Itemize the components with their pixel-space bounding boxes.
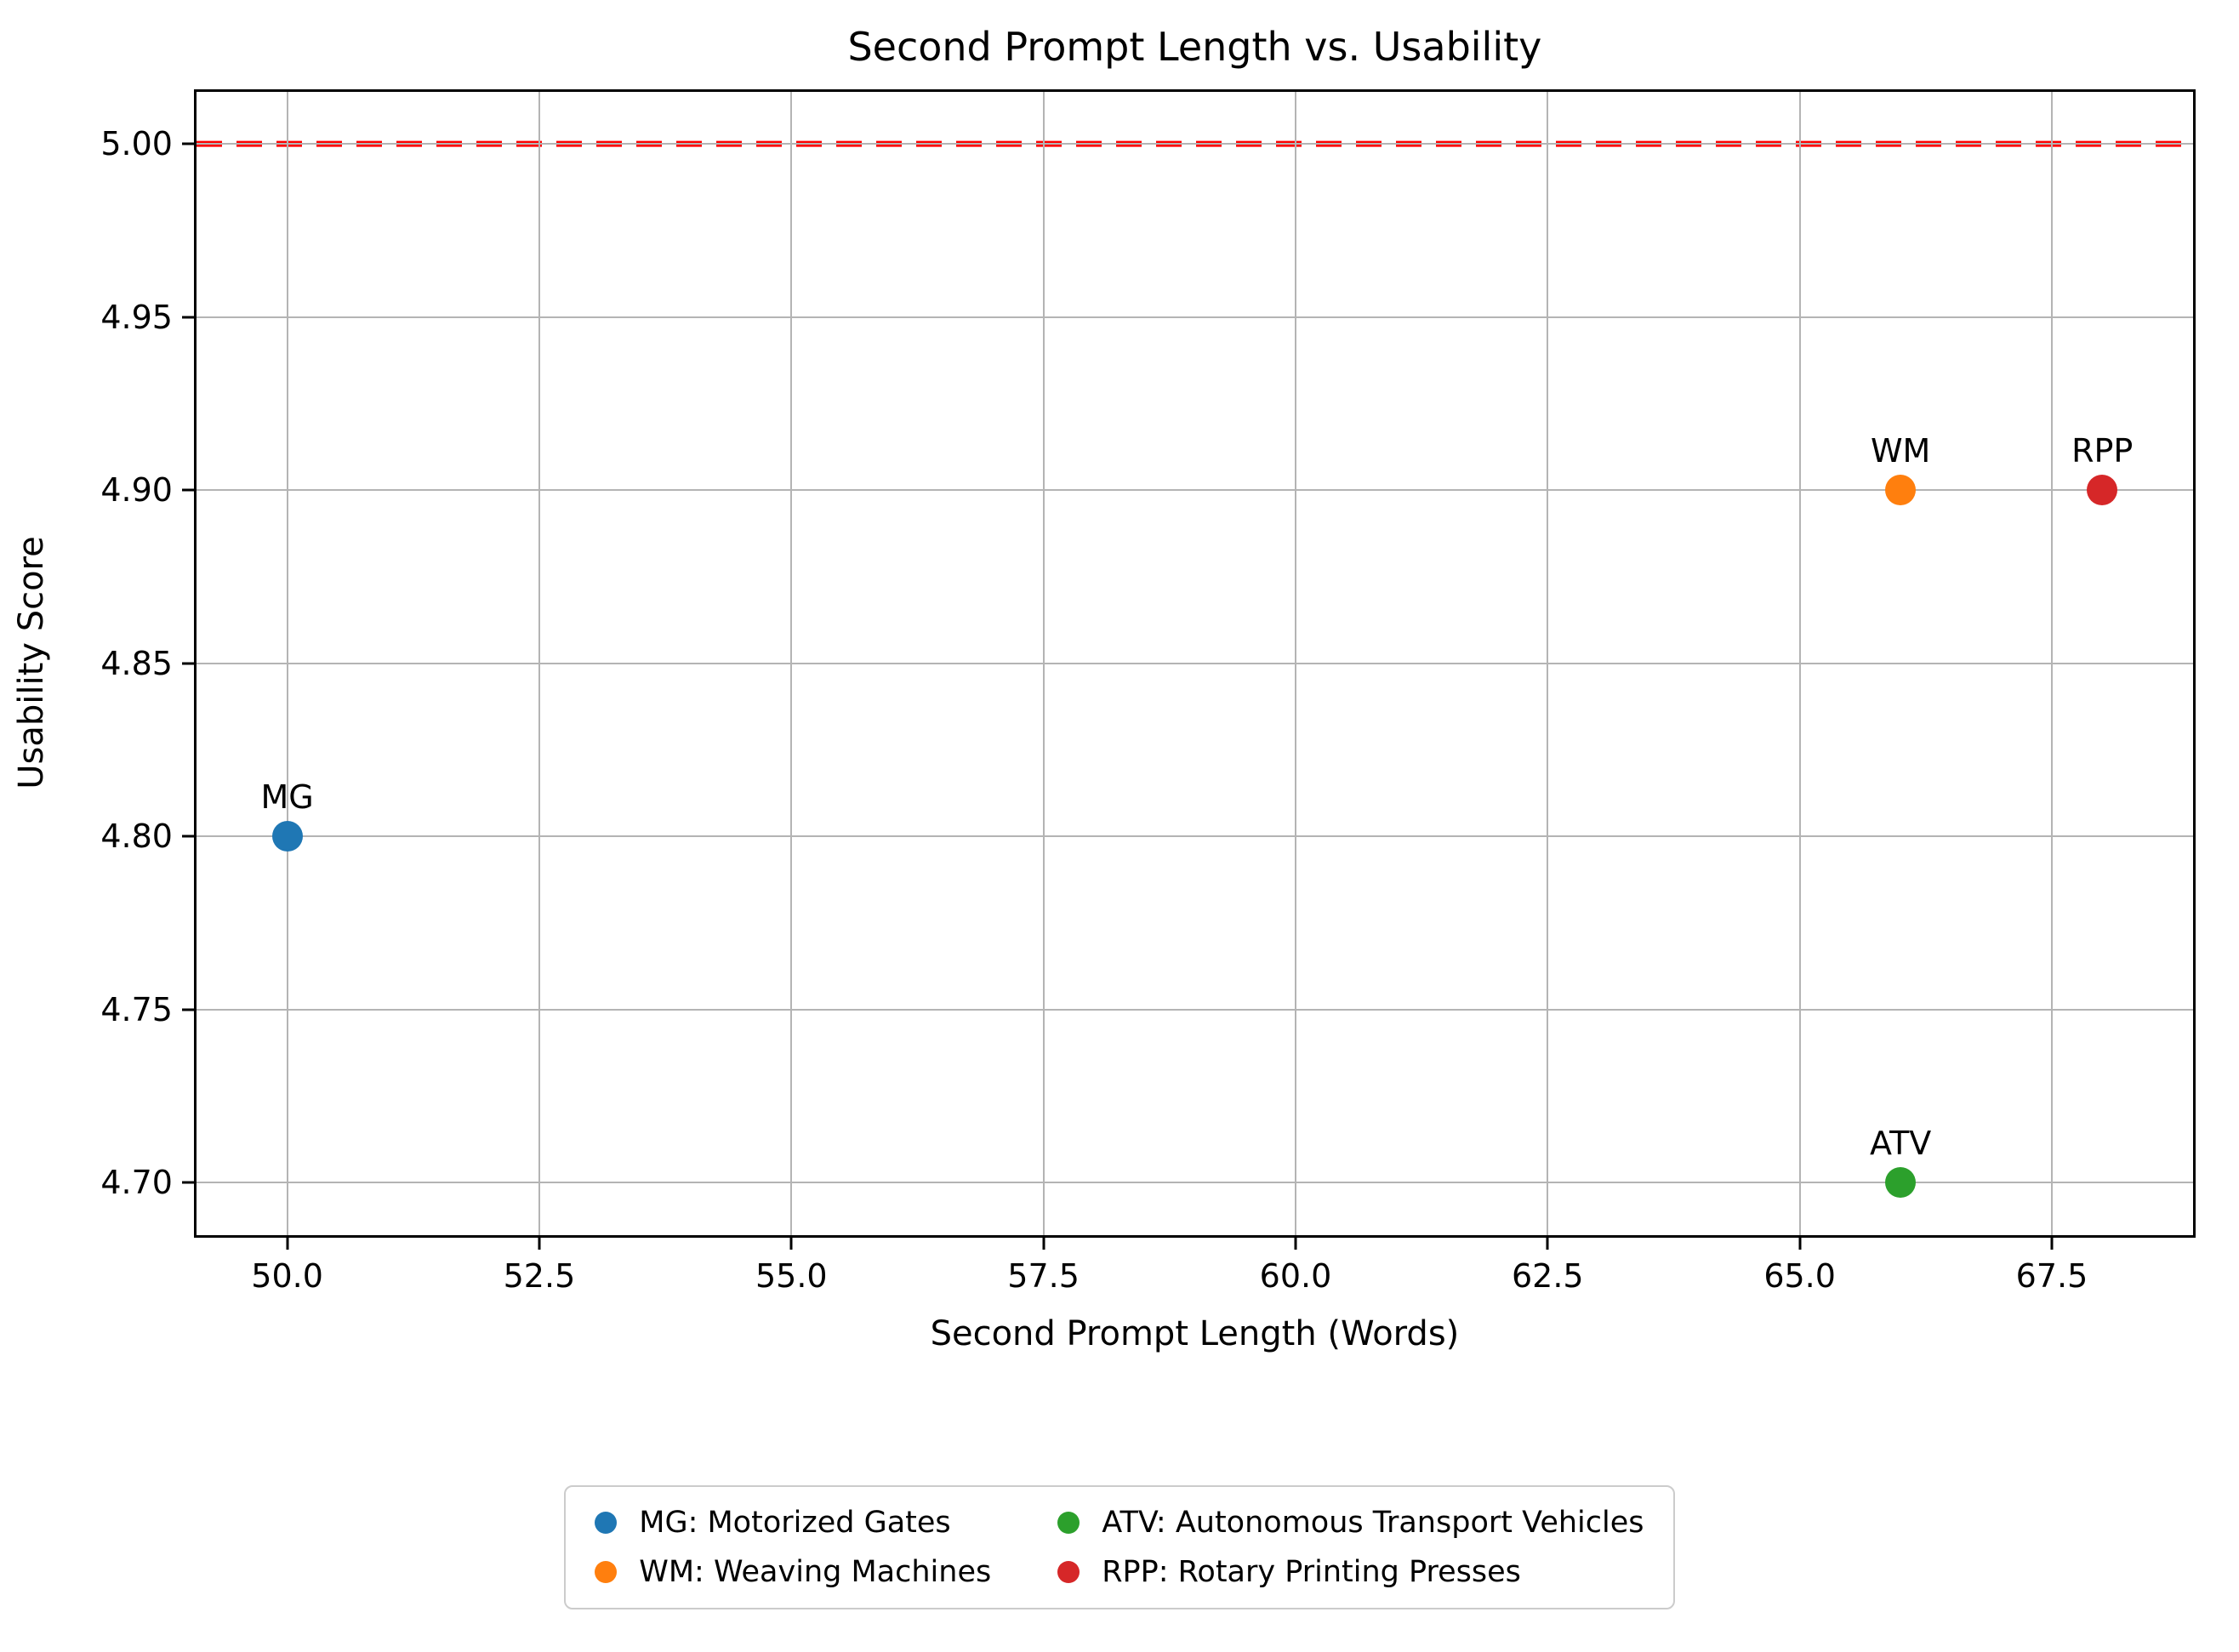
point-label-atv: ATV — [1870, 1125, 1932, 1163]
y-gridline — [196, 489, 2193, 492]
y-tick-label: 4.95 — [100, 298, 173, 336]
y-tick-label: 4.80 — [100, 817, 173, 856]
y-tick-label: 4.90 — [100, 471, 173, 510]
x-tick-mark — [1294, 1234, 1297, 1250]
legend-entry: RPP: Rotary Printing Presses — [1057, 1555, 1644, 1589]
legend-marker-icon — [595, 1560, 618, 1583]
point-label-mg: MG — [260, 778, 314, 817]
x-tick-mark — [538, 1234, 541, 1250]
legend-entry: ATV: Autonomous Transport Vehicles — [1057, 1506, 1644, 1540]
y-tick-mark — [181, 835, 197, 838]
legend-marker-icon — [1057, 1560, 1080, 1583]
y-gridline — [196, 1182, 2193, 1184]
x-tick-label: 65.0 — [1763, 1256, 1836, 1295]
legend-entry-label: WM: Weaving Machines — [639, 1554, 992, 1589]
point-label-wm: WM — [1870, 432, 1931, 470]
x-tick-label: 55.0 — [755, 1256, 828, 1295]
y-tick-mark — [181, 488, 197, 492]
y-tick-label: 4.70 — [100, 1164, 173, 1202]
x-tick-label: 57.5 — [1007, 1256, 1080, 1295]
x-tick-mark — [1546, 1234, 1549, 1250]
x-tick-label: 60.0 — [1259, 1256, 1332, 1295]
x-axis-label: Second Prompt Length (Words) — [930, 1313, 1460, 1353]
legend-entry-label: MG: Motorized Gates — [639, 1505, 951, 1540]
legend-entry-label: ATV: Autonomous Transport Vehicles — [1102, 1505, 1644, 1540]
x-tick-mark — [789, 1234, 793, 1250]
y-tick-label: 4.75 — [100, 990, 173, 1028]
y-gridline — [196, 142, 2193, 145]
x-tick-mark — [2050, 1234, 2054, 1250]
y-tick-mark — [181, 316, 197, 319]
data-point-rpp — [2087, 475, 2118, 506]
legend-marker-icon — [1057, 1511, 1080, 1534]
legend-entry: WM: Weaving Machines — [595, 1555, 991, 1589]
x-tick-label: 50.0 — [251, 1256, 323, 1295]
y-tick-label: 4.85 — [100, 644, 173, 682]
legend-entry: MG: Motorized Gates — [595, 1506, 991, 1540]
legend: MG: Motorized Gates WM: Weaving Machines A… — [564, 1484, 1675, 1609]
data-point-wm — [1885, 475, 1917, 506]
y-tick-mark — [181, 1181, 197, 1184]
y-axis-label: Usability Score — [12, 536, 51, 789]
x-tick-mark — [1798, 1234, 1802, 1250]
y-tick-mark — [181, 142, 197, 145]
y-tick-label: 5.00 — [100, 124, 173, 162]
y-tick-mark — [181, 1008, 197, 1011]
y-gridline — [196, 316, 2193, 318]
y-tick-mark — [181, 662, 197, 665]
x-tick-label: 62.5 — [1511, 1256, 1584, 1295]
legend-marker-icon — [595, 1511, 618, 1534]
x-tick-mark — [1042, 1234, 1045, 1250]
legend-entry-label: RPP: Rotary Printing Presses — [1102, 1554, 1521, 1589]
point-label-rpp: RPP — [2071, 432, 2134, 470]
x-tick-label: 67.5 — [2015, 1256, 2088, 1295]
y-gridline — [196, 1008, 2193, 1011]
x-tick-label: 52.5 — [503, 1256, 576, 1295]
chart-title: Second Prompt Length vs. Usability — [847, 24, 1542, 70]
data-point-mg — [271, 821, 303, 852]
x-tick-mark — [286, 1234, 289, 1250]
data-point-atv — [1885, 1167, 1917, 1199]
y-gridline — [196, 835, 2193, 838]
y-gridline — [196, 662, 2193, 664]
plot-area: 50.0 52.5 55.0 57.5 60.0 62.5 65.0 67.5 4.70 4.75… — [100, 88, 2196, 1295]
